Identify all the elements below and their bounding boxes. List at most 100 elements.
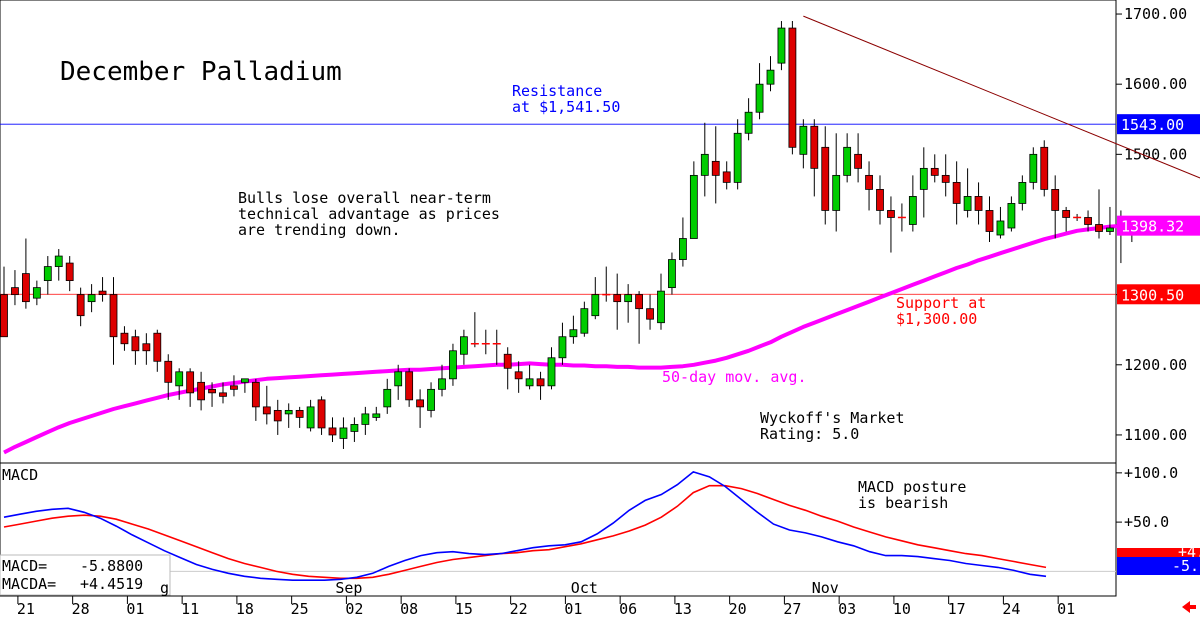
candle xyxy=(197,371,206,411)
candle xyxy=(405,368,414,407)
x-day-label: 21 xyxy=(17,600,35,618)
x-partial-label: g xyxy=(160,579,169,597)
candle xyxy=(350,417,359,442)
candle-body xyxy=(963,196,972,211)
candle-body xyxy=(372,413,381,418)
resistance-value-box xyxy=(1117,114,1200,135)
last-price-box-text: 1398.32 xyxy=(1121,218,1184,236)
candle xyxy=(1084,210,1092,232)
candle xyxy=(295,406,304,428)
candle xyxy=(613,273,622,330)
candle xyxy=(438,364,446,397)
candle-body xyxy=(142,343,151,352)
candle-body xyxy=(186,371,195,394)
x-day-label: 20 xyxy=(729,600,747,618)
candle-body xyxy=(98,290,107,296)
candle xyxy=(547,347,556,390)
candle-body xyxy=(306,406,315,429)
candle xyxy=(930,154,939,183)
candle xyxy=(974,182,983,225)
candle-body xyxy=(284,409,293,415)
candle xyxy=(394,364,403,400)
candle xyxy=(985,196,994,243)
candle xyxy=(1062,206,1071,232)
candle xyxy=(810,119,819,197)
candle xyxy=(799,119,808,169)
candle xyxy=(733,119,742,190)
candle-body xyxy=(1018,181,1027,204)
candle xyxy=(284,403,293,428)
candle xyxy=(711,126,720,204)
x-day-label: 24 xyxy=(1002,600,1020,618)
candle xyxy=(11,270,19,306)
candle-body xyxy=(394,371,403,387)
candle xyxy=(525,364,534,390)
candle-body xyxy=(120,332,129,345)
candle xyxy=(131,329,140,365)
candle-body xyxy=(438,378,446,390)
candle-body xyxy=(777,27,786,64)
candle xyxy=(1018,175,1027,211)
candle-body xyxy=(416,399,425,408)
x-month-label: Oct xyxy=(571,579,598,597)
candle xyxy=(722,161,731,190)
candle xyxy=(514,361,523,393)
candle xyxy=(65,256,74,292)
candle-body xyxy=(854,153,862,169)
candle xyxy=(54,249,63,281)
x-day-label: 25 xyxy=(291,600,309,618)
x-day-label: 22 xyxy=(510,600,528,618)
macd-value-boxes: +4.4-5.8 xyxy=(1117,543,1200,575)
macd-value-text: -5.8 xyxy=(1172,557,1200,575)
x-day-label: 18 xyxy=(236,600,254,618)
trendline-segment xyxy=(803,15,1200,179)
candle-body xyxy=(361,413,370,425)
candle-body xyxy=(613,294,622,303)
candle-body xyxy=(328,427,337,436)
x-day-label: 13 xyxy=(674,600,692,618)
resistance-label-1: Resistance xyxy=(512,82,602,100)
candle xyxy=(262,385,271,425)
candle-body xyxy=(930,167,939,176)
candle-body xyxy=(1062,210,1071,218)
x-axis: 21 28 01 11 18 25 02 08 15 22 01 06 13 20 27 03 10 17 24 01… xyxy=(17,579,1075,618)
candle xyxy=(383,378,392,414)
candle-body xyxy=(350,424,359,432)
candle xyxy=(1106,206,1114,236)
candle-body xyxy=(317,399,326,429)
candle xyxy=(230,375,238,397)
candle-body xyxy=(109,294,118,338)
candle xyxy=(843,133,852,183)
candle xyxy=(569,315,578,344)
candle-body xyxy=(799,125,808,155)
candle xyxy=(503,347,512,390)
price-tick-label: 1500.00 xyxy=(1124,145,1187,163)
macd-y-ticks: +100.0 +50.0 xyxy=(0,464,1178,572)
candle xyxy=(1051,175,1060,239)
candle xyxy=(87,284,96,313)
resistance-label-2: at $1,541.50 xyxy=(512,98,620,116)
scroll-left-icon[interactable] xyxy=(1182,601,1196,613)
candle-body xyxy=(1106,227,1114,232)
candle xyxy=(941,154,950,197)
macd-tick-label: +50.0 xyxy=(1124,513,1169,531)
candle-body xyxy=(547,357,556,387)
comment-line-3: are trending down. xyxy=(238,221,401,239)
price-tick-label: 1600.00 xyxy=(1124,75,1187,93)
price-tick-label: 1200.00 xyxy=(1124,356,1187,374)
candle xyxy=(175,368,184,400)
candle xyxy=(328,417,337,442)
candle xyxy=(21,238,30,309)
candle-body xyxy=(251,381,260,408)
candle-body xyxy=(1029,153,1038,183)
candle-body xyxy=(788,27,797,148)
candle-body xyxy=(919,167,928,190)
support-value-box xyxy=(1117,284,1200,305)
candle-body xyxy=(21,273,30,303)
support-label-1: Support at xyxy=(896,294,986,312)
rating-line-1: Wyckoff's Market xyxy=(760,409,905,427)
x-day-label: 17 xyxy=(948,600,966,618)
candle xyxy=(459,329,468,365)
candle-body xyxy=(569,329,578,338)
candle xyxy=(481,329,490,355)
